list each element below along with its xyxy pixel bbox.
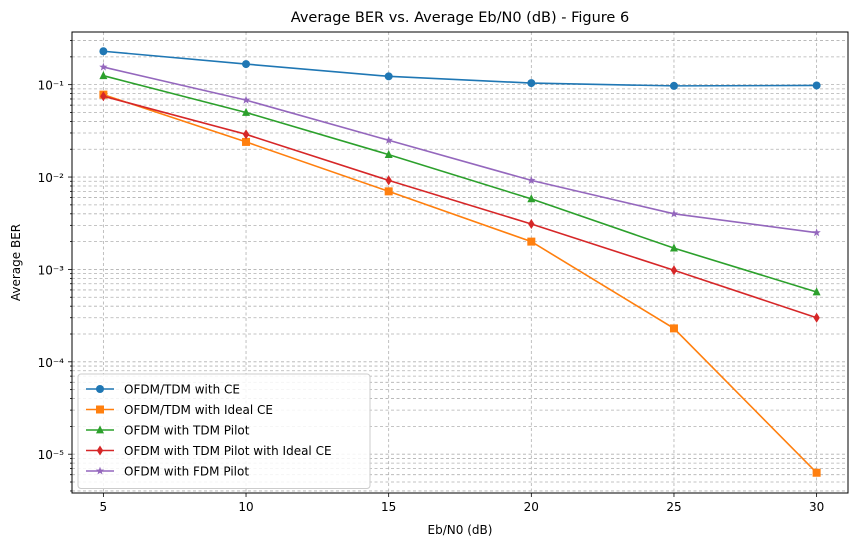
x-axis-title: Eb/N0 (dB)	[428, 523, 493, 537]
series-layer	[99, 47, 821, 477]
series-star	[99, 62, 821, 237]
circle-marker	[669, 81, 678, 90]
y-tick-label: 10⁻²	[38, 171, 65, 185]
x-tick-label: 5	[100, 500, 108, 514]
series-triangle	[99, 71, 821, 296]
legend-label: OFDM/TDM with Ideal CE	[124, 403, 273, 417]
series-line	[103, 93, 818, 474]
triangle-marker	[99, 71, 108, 80]
series-line	[103, 95, 817, 319]
x-tick-label: 30	[809, 500, 824, 514]
legend-item: OFDM/TDM with CE	[86, 383, 240, 397]
square-marker	[384, 187, 393, 196]
square-marker	[669, 324, 678, 333]
legend-label: OFDM with FDM Pilot	[124, 465, 249, 479]
legend-label: OFDM/TDM with CE	[124, 383, 240, 397]
y-tick-label: 10⁻⁵	[38, 448, 65, 462]
y-tick-label: 10⁻³	[38, 263, 65, 277]
plot-frame	[71, 31, 849, 494]
star-marker	[384, 135, 393, 144]
circle-marker	[812, 81, 821, 90]
legend-item: OFDM/TDM with Ideal CE	[86, 403, 273, 417]
triangle-marker	[96, 425, 104, 434]
chart-title: Average BER vs. Average Eb/N0 (dB) - Fig…	[291, 10, 629, 26]
legend-item: OFDM with TDM Pilot with Ideal CE	[86, 444, 332, 458]
legend-item: OFDM with TDM Pilot	[86, 424, 250, 438]
star-marker	[95, 466, 105, 475]
series-line	[103, 50, 817, 87]
grid	[72, 32, 848, 493]
circle-marker	[96, 385, 104, 393]
series-line	[103, 66, 817, 234]
diamond-marker	[385, 175, 392, 186]
square-marker	[96, 405, 104, 414]
legend-box	[77, 373, 371, 489]
diamond-marker	[242, 129, 250, 140]
legend-item: OFDM with FDM Pilot	[86, 465, 249, 479]
triangle-marker	[242, 107, 251, 116]
series-line	[103, 74, 817, 293]
y-axis-title: Average BER	[9, 224, 23, 301]
legend: OFDM/TDM with CE OFDM/TDM with Ideal CE OF…	[77, 373, 371, 489]
diamond-marker	[96, 445, 104, 456]
axis-ticks: 5 10 15 20 25 30 10⁻⁵ 10⁻⁴ 10⁻³ 10⁻² 10⁻¹	[38, 40, 824, 514]
x-tick-label: 10	[238, 500, 253, 514]
star-marker	[241, 95, 251, 104]
circle-marker	[384, 72, 393, 81]
circle-marker	[527, 79, 536, 88]
star-marker	[812, 228, 821, 237]
star-marker	[527, 175, 536, 184]
triangle-marker	[669, 243, 678, 252]
square-marker	[812, 468, 821, 477]
circle-marker	[242, 60, 251, 69]
triangle-marker	[384, 149, 393, 158]
square-marker	[527, 237, 536, 246]
y-tick-label: 10⁻⁴	[38, 356, 65, 370]
series-circle	[99, 47, 821, 90]
y-tick-label: 10⁻¹	[38, 79, 65, 93]
x-tick-label: 20	[524, 500, 539, 514]
star-marker	[669, 209, 679, 218]
square-marker	[242, 137, 251, 146]
star-marker	[99, 62, 108, 71]
legend-label: OFDM with TDM Pilot	[124, 424, 250, 438]
legend-label: OFDM with TDM Pilot with Ideal CE	[124, 444, 332, 458]
diamond-marker	[670, 265, 678, 276]
circle-marker	[99, 47, 108, 56]
triangle-marker	[812, 287, 821, 296]
series-diamond	[100, 91, 820, 323]
diamond-marker	[528, 219, 535, 230]
diamond-marker	[100, 91, 107, 102]
diamond-marker	[813, 312, 820, 323]
x-tick-label: 25	[666, 500, 681, 514]
x-tick-label: 15	[381, 500, 396, 514]
triangle-marker	[527, 194, 536, 203]
